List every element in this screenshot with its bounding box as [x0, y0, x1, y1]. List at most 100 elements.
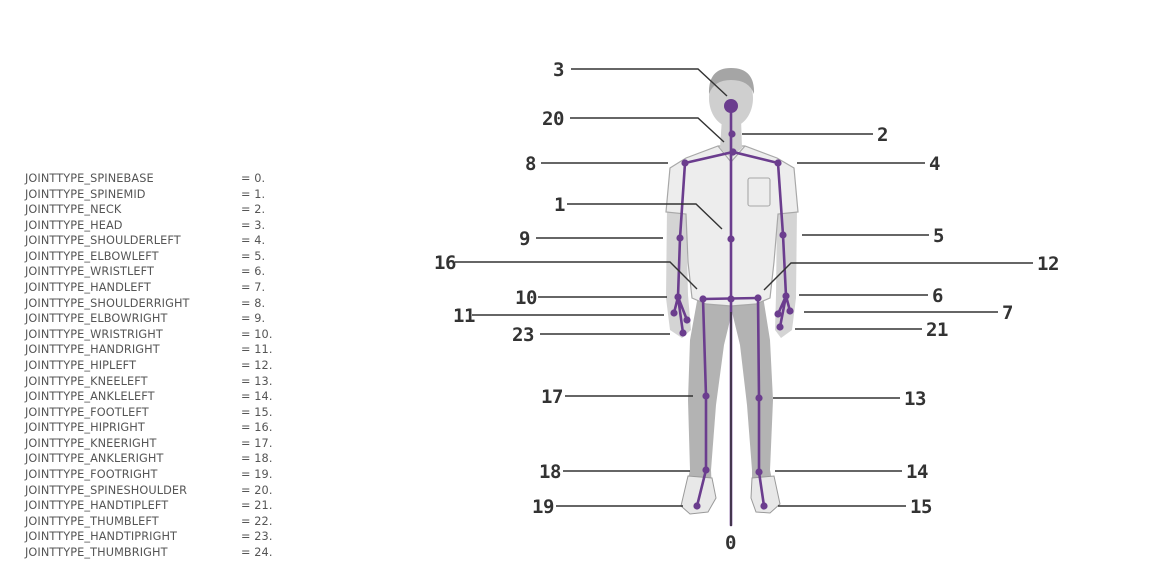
callout-23: 23 [512, 324, 534, 346]
joint-value: = 21. [241, 499, 273, 513]
callout-7: 7 [1002, 302, 1013, 324]
joint-name: JOINTTYPE_HANDTIPRIGHT [25, 530, 178, 544]
head-shape [709, 69, 753, 127]
right-shoe [750, 475, 781, 514]
leader-line-1 [567, 203, 723, 230]
leader-line-3 [571, 68, 728, 97]
leader-line-16 [455, 261, 698, 290]
leader-line-20 [570, 117, 725, 143]
joint-foot-left [760, 502, 768, 510]
joint-value: = 1. [241, 187, 266, 201]
callout-8: 8 [525, 153, 536, 175]
joint-value: = 13. [241, 374, 273, 388]
callout-0: 0 [725, 532, 736, 554]
callout-5: 5 [933, 225, 944, 247]
joint-value: = 17. [241, 436, 273, 450]
callout-15: 15 [910, 496, 932, 518]
joint-shoulder-right [681, 159, 689, 167]
callout-17: 17 [541, 386, 563, 408]
callout-20: 20 [542, 108, 564, 130]
shirt-pocket [747, 177, 771, 207]
joint-name: JOINTTYPE_ELBOWLEFT [25, 249, 159, 263]
joint-wrist-right [674, 293, 682, 301]
joint-value: = 5. [241, 249, 266, 263]
joint-name: JOINTTYPE_KNEERIGHT [25, 436, 157, 450]
joint-value: = 19. [241, 467, 273, 481]
callout-16: 16 [434, 252, 456, 274]
callout-numbers: 3 20 2 8 4 1 9 5 16 12 10 6 11 7 23 21 1… [434, 59, 1059, 554]
joint-name: JOINTTYPE_WRISTRIGHT [25, 327, 163, 341]
joint-spine-shoulder [729, 148, 737, 156]
joint-name: JOINTTYPE_SHOULDERRIGHT [25, 296, 190, 310]
joint-name: JOINTTYPE_WRISTLEFT [25, 265, 155, 279]
joint-elbow-right [676, 234, 684, 242]
callout-21: 21 [926, 319, 948, 341]
joint-markers [670, 99, 794, 510]
joint-name: JOINTTYPE_FOOTLEFT [25, 405, 149, 419]
callout-18: 18 [539, 461, 561, 483]
joint-value: = 3. [241, 218, 266, 232]
right-arm-line [672, 161, 689, 335]
joint-name: JOINTTYPE_SPINEBASE [25, 172, 154, 185]
callout-2: 2 [877, 124, 888, 146]
callout-13: 13 [904, 388, 926, 410]
joint-thumb-right [683, 316, 691, 324]
joint-head [724, 99, 738, 113]
callout-10: 10 [515, 287, 537, 309]
joint-shoulder-left [774, 159, 782, 167]
leader-line-12 [763, 262, 1033, 291]
joint-name: JOINTTYPE_THUMBLEFT [25, 514, 159, 528]
joint-value: = 9. [241, 312, 266, 326]
joint-value: = 18. [241, 452, 273, 466]
joint-hip-right [699, 295, 707, 303]
joint-handtip-right [679, 329, 687, 337]
joint-spine-mid [727, 235, 735, 243]
joint-value: = 12. [241, 358, 273, 372]
callout-4: 4 [929, 153, 940, 175]
joint-name: JOINTTYPE_THUMBRIGHT [25, 545, 168, 559]
joint-name: JOINTTYPE_KNEELEFT [25, 374, 148, 388]
joint-elbow-left [779, 231, 787, 239]
joint-value: = 7. [241, 281, 266, 295]
joint-hip-left [754, 294, 762, 302]
joint-name: JOINTTYPE_HEAD [25, 218, 123, 232]
hair-shape [708, 68, 755, 94]
joint-name: JOINTTYPE_HIPRIGHT [25, 421, 145, 435]
joint-name: JOINTTYPE_ELBOWRIGHT [25, 312, 168, 326]
callout-1: 1 [554, 194, 565, 216]
joint-value: = 4. [241, 234, 266, 248]
joint-handtip-left [776, 323, 784, 331]
right-leg-line [695, 297, 708, 508]
joint-neck [728, 130, 736, 138]
joint-value: = 23. [241, 530, 273, 544]
callout-6: 6 [932, 285, 943, 307]
joint-value: = 14. [241, 390, 273, 404]
callout-9: 9 [519, 228, 530, 250]
joint-knee-right [702, 392, 710, 400]
joint-name: JOINTTYPE_HANDLEFT [25, 281, 151, 295]
joint-ankle-right [702, 466, 710, 474]
leader-lines [455, 68, 1033, 526]
callout-3: 3 [553, 59, 564, 81]
joint-value: = 11. [241, 343, 273, 357]
joint-knee-left [755, 394, 763, 402]
joint-name: JOINTTYPE_FOOTRIGHT [25, 467, 158, 481]
joint-value: = 0. [241, 172, 266, 185]
joint-value: = 10. [241, 327, 273, 341]
joint-name: JOINTTYPE_ANKLERIGHT [25, 452, 164, 466]
joint-ankle-left [755, 468, 763, 476]
joint-spine-base [727, 295, 735, 303]
joint-name: JOINTTYPE_HANDTIPLEFT [25, 499, 169, 513]
joint-value: = 16. [241, 421, 273, 435]
joint-name: JOINTTYPE_SHOULDERLEFT [25, 234, 181, 248]
callout-19: 19 [532, 496, 554, 518]
joint-name: JOINTTYPE_ANKLELEFT [25, 390, 155, 404]
joint-value: = 8. [241, 296, 266, 310]
left-leg-line [756, 296, 766, 508]
joint-foot-right [693, 502, 701, 510]
callout-12: 12 [1037, 253, 1059, 275]
joint-hand-left [786, 307, 794, 315]
callout-14: 14 [906, 461, 928, 483]
joint-name: JOINTTYPE_SPINEMID [25, 187, 146, 201]
